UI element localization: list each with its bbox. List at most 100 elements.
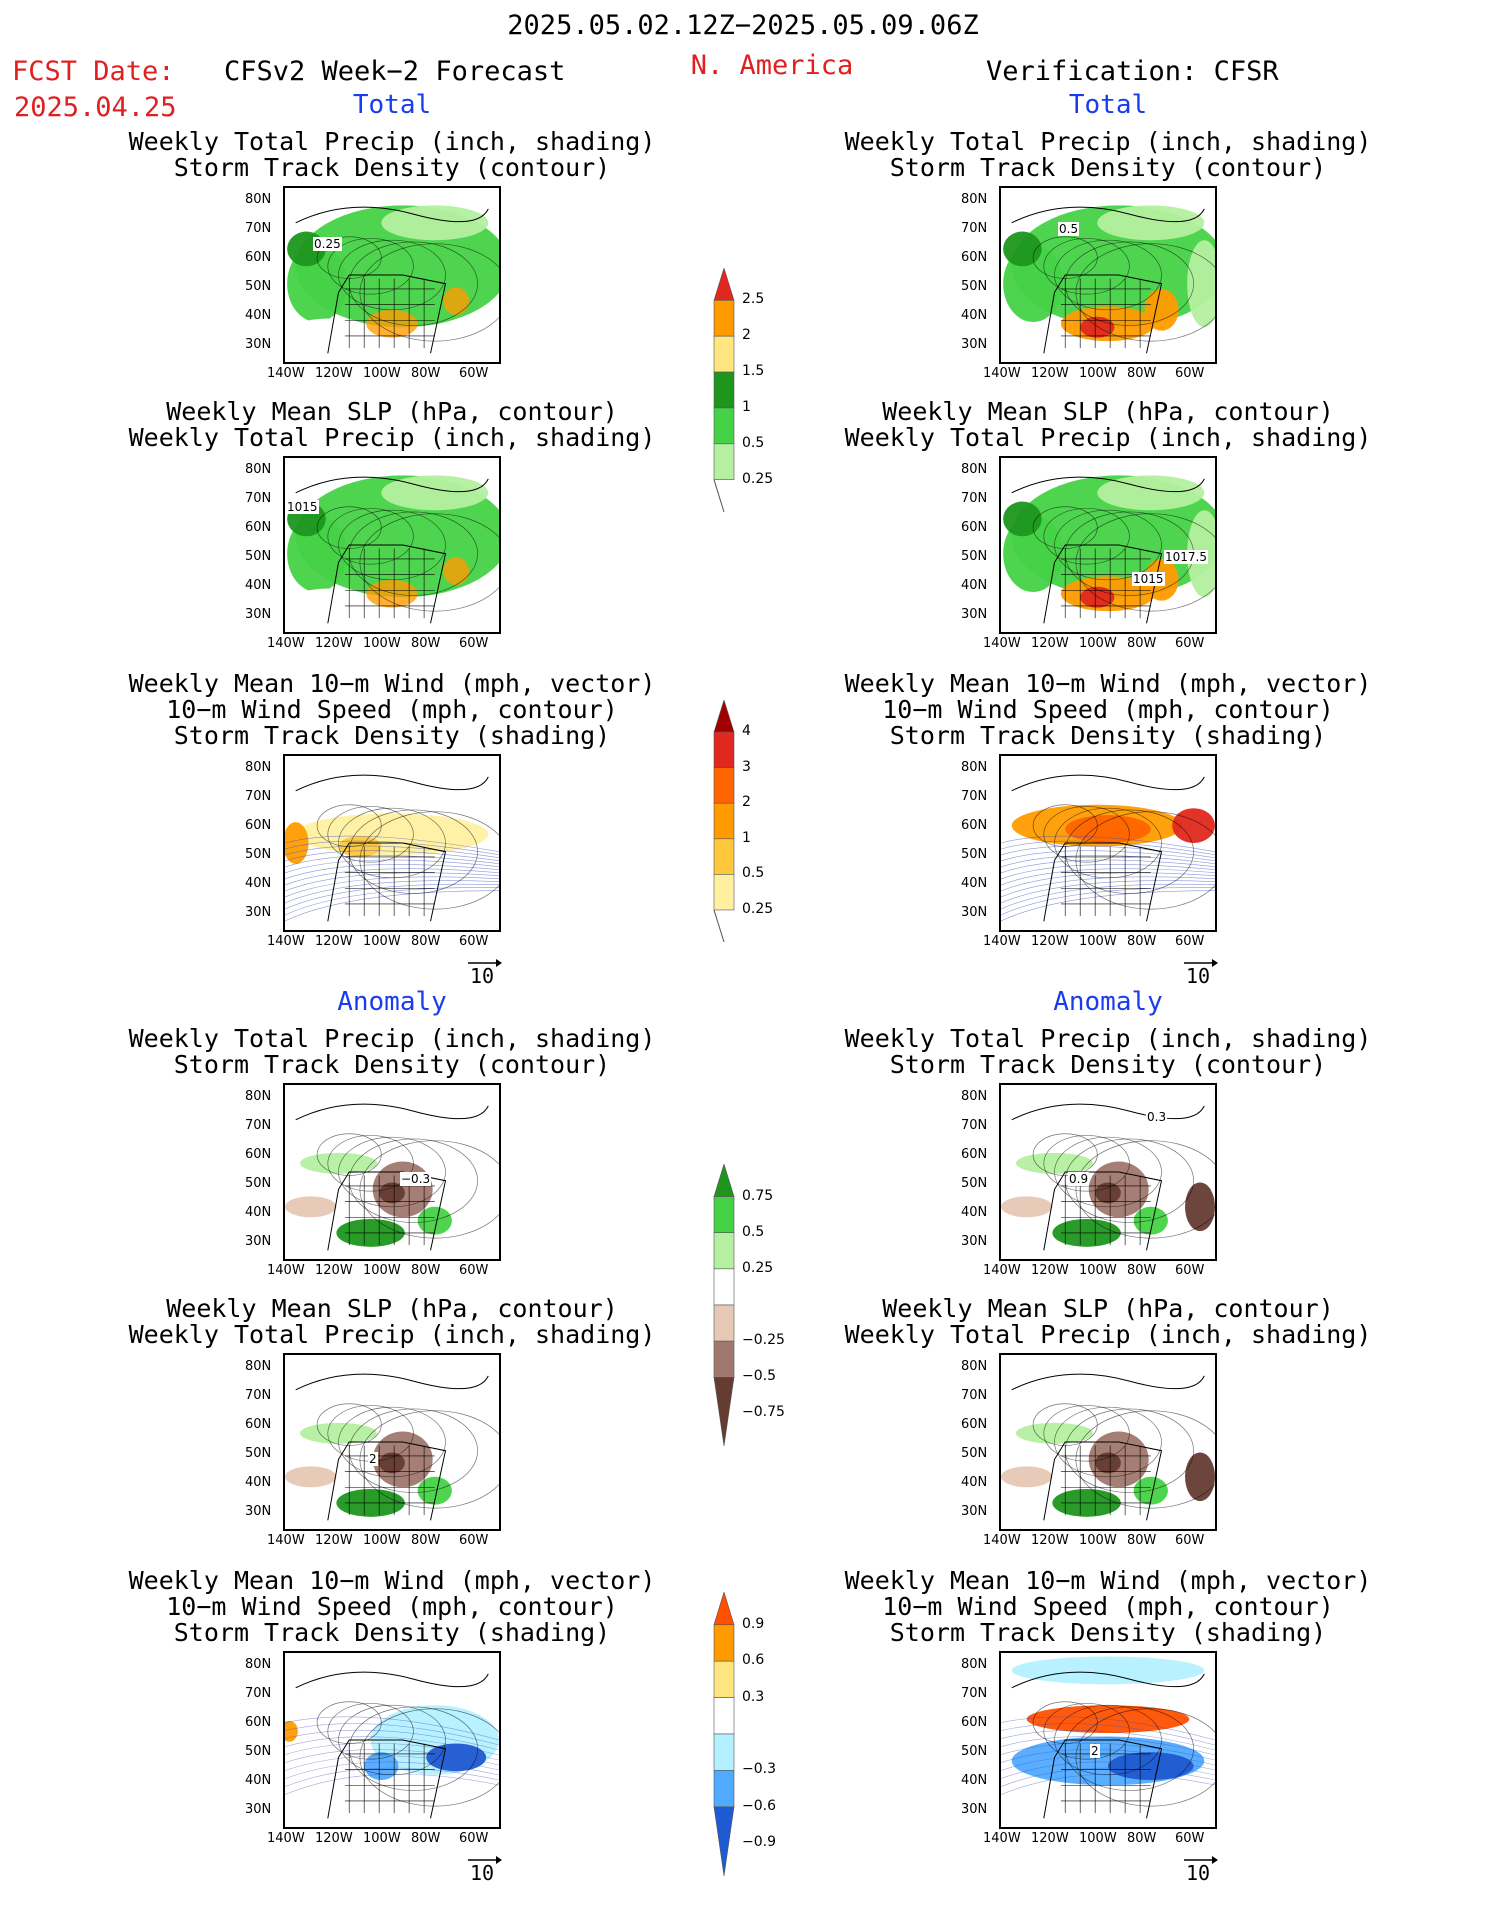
lat-tick-label: 50N bbox=[245, 1744, 272, 1759]
contour-label: 0.9 bbox=[1068, 1172, 1090, 1186]
date-range: 2025.05.02.12Z−2025.05.09.06Z bbox=[507, 10, 979, 41]
panel-title-anom_slp-obs-1: Weekly Total Precip (inch, shading) bbox=[844, 1320, 1372, 1349]
lon-tick-label: 140W bbox=[267, 1831, 305, 1846]
lon-tick-label: 80W bbox=[1127, 1533, 1157, 1548]
lon-tick-label: 100W bbox=[1079, 636, 1117, 651]
lat-tick-label: 70N bbox=[961, 221, 988, 236]
panel-title-total_slp-fc-0: Weekly Mean SLP (hPa, contour) bbox=[166, 397, 618, 426]
map-total_wind-obs bbox=[999, 754, 1217, 932]
panel-title-total_wind-fc-0: Weekly Mean 10−m Wind (mph, vector) bbox=[128, 669, 656, 698]
colorbar-label: −0.75 bbox=[742, 1404, 785, 1421]
lat-tick-label: 80N bbox=[961, 1089, 988, 1104]
lat-tick-label: 70N bbox=[961, 491, 988, 506]
panel-title-anom_wind-obs-0: Weekly Mean 10−m Wind (mph, vector) bbox=[844, 1566, 1372, 1595]
lat-tick-label: 80N bbox=[245, 1657, 272, 1672]
lon-tick-label: 120W bbox=[315, 1831, 353, 1846]
lon-tick-label: 100W bbox=[363, 366, 401, 381]
colorbar-label: 0.3 bbox=[742, 1688, 765, 1705]
map-total_precip-fc bbox=[283, 186, 501, 364]
lon-tick-label: 80W bbox=[1127, 366, 1157, 381]
vector-scale-label: 10 bbox=[1186, 964, 1211, 988]
lat-tick-label: 80N bbox=[245, 1089, 272, 1104]
colorbar-label: 0.75 bbox=[742, 1187, 774, 1204]
vector-scale-label: 10 bbox=[1186, 1861, 1211, 1885]
lat-tick-label: 60N bbox=[245, 1715, 272, 1730]
lat-tick-label: 40N bbox=[245, 308, 272, 323]
contour-label: 1015 bbox=[286, 500, 319, 514]
lat-tick-label: 60N bbox=[245, 250, 272, 265]
lat-tick-label: 70N bbox=[961, 789, 988, 804]
lat-tick-label: 40N bbox=[961, 1205, 988, 1220]
lat-tick-label: 30N bbox=[245, 905, 272, 920]
lat-tick-label: 60N bbox=[961, 1417, 988, 1432]
lon-tick-label: 120W bbox=[315, 1263, 353, 1278]
lat-tick-label: 80N bbox=[961, 462, 988, 477]
colorbar-label: −0.6 bbox=[742, 1797, 776, 1814]
colorbar-label: 0.5 bbox=[742, 434, 765, 451]
section-label-anomaly-fc: Anomaly bbox=[337, 987, 447, 1017]
lon-tick-label: 140W bbox=[983, 1263, 1021, 1278]
vector-scale-arrow bbox=[466, 954, 502, 984]
lon-tick-label: 60W bbox=[459, 1263, 489, 1278]
lon-tick-label: 80W bbox=[411, 934, 441, 949]
lat-tick-label: 80N bbox=[245, 192, 272, 207]
lat-tick-label: 30N bbox=[961, 1234, 988, 1249]
panel-title-anom_precip-obs-0: Weekly Total Precip (inch, shading) bbox=[844, 1024, 1372, 1053]
lon-tick-label: 120W bbox=[315, 1533, 353, 1548]
lat-tick-label: 60N bbox=[961, 818, 988, 833]
panel-title-anom_precip-fc-1: Storm Track Density (contour) bbox=[173, 1050, 611, 1079]
lat-tick-label: 30N bbox=[245, 1504, 272, 1519]
lon-tick-label: 60W bbox=[459, 934, 489, 949]
lon-tick-label: 140W bbox=[983, 366, 1021, 381]
lat-tick-label: 60N bbox=[245, 520, 272, 535]
contour-label: 0.5 bbox=[1058, 222, 1080, 236]
lon-tick-label: 140W bbox=[983, 636, 1021, 651]
panel-title-total_precip-obs-0: Weekly Total Precip (inch, shading) bbox=[844, 127, 1372, 156]
fcst-label: FCST Date: bbox=[12, 56, 175, 87]
lat-tick-label: 40N bbox=[245, 578, 272, 593]
lat-tick-label: 60N bbox=[245, 818, 272, 833]
lon-tick-label: 100W bbox=[363, 636, 401, 651]
region-title: N. America bbox=[690, 50, 854, 81]
lat-tick-label: 70N bbox=[961, 1118, 988, 1133]
panel-title-anom_precip-obs-1: Storm Track Density (contour) bbox=[889, 1050, 1327, 1079]
panel-title-anom_slp-fc-1: Weekly Total Precip (inch, shading) bbox=[128, 1320, 656, 1349]
colorbar-label: −0.5 bbox=[742, 1368, 776, 1385]
lon-tick-label: 100W bbox=[1079, 1263, 1117, 1278]
map-total_slp-obs bbox=[999, 456, 1217, 634]
colorbar-2 bbox=[712, 1162, 832, 1447]
lon-tick-label: 80W bbox=[1127, 1263, 1157, 1278]
panel-title-total_slp-obs-0: Weekly Mean SLP (hPa, contour) bbox=[882, 397, 1334, 426]
contour-label: 2 bbox=[368, 1452, 378, 1466]
lon-tick-label: 80W bbox=[1127, 934, 1157, 949]
lat-tick-label: 60N bbox=[245, 1417, 272, 1432]
section-label-total-fc: Total bbox=[352, 90, 432, 120]
map-anom_slp-obs bbox=[999, 1353, 1217, 1531]
panel-title-total_wind-obs-2: Storm Track Density (shading) bbox=[889, 721, 1327, 750]
colorbar-label: 0.5 bbox=[742, 1223, 765, 1240]
lat-tick-label: 70N bbox=[245, 491, 272, 506]
lat-tick-label: 50N bbox=[245, 847, 272, 862]
lat-tick-label: 70N bbox=[245, 1118, 272, 1133]
contour-label: −0.3 bbox=[400, 1172, 432, 1186]
lat-tick-label: 40N bbox=[245, 1773, 272, 1788]
lat-tick-label: 40N bbox=[245, 1475, 272, 1490]
lon-tick-label: 100W bbox=[1079, 366, 1117, 381]
vector-scale-arrow bbox=[466, 1851, 502, 1881]
vector-scale-label: 10 bbox=[470, 964, 495, 988]
lon-tick-label: 140W bbox=[267, 1533, 305, 1548]
colorbar-label: −0.25 bbox=[742, 1332, 785, 1349]
panel-title-total_slp-fc-1: Weekly Total Precip (inch, shading) bbox=[128, 423, 656, 452]
lon-tick-label: 60W bbox=[459, 636, 489, 651]
colorbar-label: 0.5 bbox=[742, 865, 765, 882]
lon-tick-label: 120W bbox=[315, 636, 353, 651]
lon-tick-label: 120W bbox=[1031, 636, 1069, 651]
lat-tick-label: 50N bbox=[961, 279, 988, 294]
lat-tick-label: 30N bbox=[245, 1802, 272, 1817]
lat-tick-label: 30N bbox=[961, 337, 988, 352]
lat-tick-label: 60N bbox=[961, 1147, 988, 1162]
lon-tick-label: 120W bbox=[315, 934, 353, 949]
lat-tick-label: 50N bbox=[961, 1744, 988, 1759]
lat-tick-label: 40N bbox=[961, 578, 988, 593]
lat-tick-label: 80N bbox=[961, 760, 988, 775]
